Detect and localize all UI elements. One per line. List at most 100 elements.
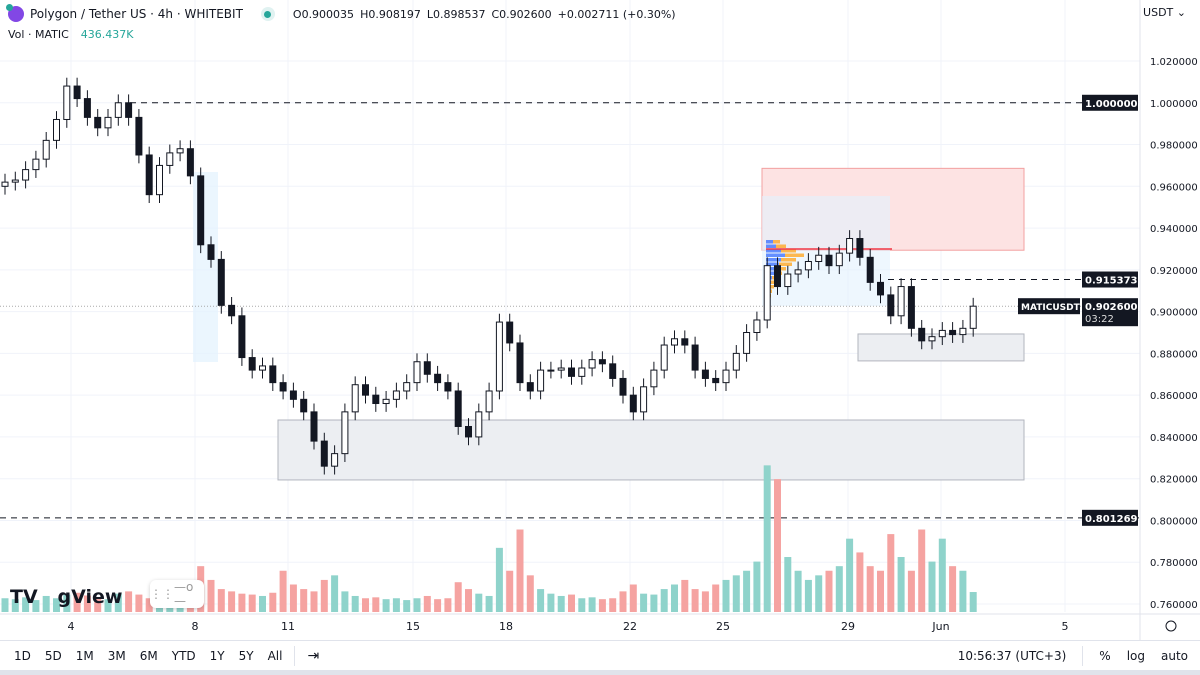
candle-body <box>83 98 91 118</box>
volume-bar <box>650 594 658 612</box>
range-1y[interactable]: 1Y <box>209 648 225 663</box>
candle-body <box>63 85 71 120</box>
price-tick-label: 0.900000 <box>1150 308 1198 319</box>
volume-bar <box>94 598 102 612</box>
drag-handle-icon[interactable]: ⋮⋮ <box>150 587 174 601</box>
range-ytd[interactable]: YTD <box>171 648 196 663</box>
candle-body <box>166 152 174 166</box>
volume-bar <box>331 575 339 612</box>
volume-label: Vol · MATIC <box>8 28 69 41</box>
candle-body <box>372 394 380 405</box>
candle-body <box>362 384 369 396</box>
candle-body <box>794 269 802 275</box>
candle-body <box>444 382 452 392</box>
candle-body <box>568 367 575 377</box>
open-value: O0.900035 <box>292 7 355 21</box>
candle-body <box>289 390 297 400</box>
range-1d[interactable]: 1D <box>14 648 31 663</box>
auto-toggle[interactable]: auto <box>1160 648 1188 663</box>
volume-bar <box>310 591 318 612</box>
volume-profile-bar <box>771 280 776 284</box>
volume-bar <box>526 575 534 612</box>
goto-date-icon[interactable]: ⇥ <box>307 647 320 664</box>
drawing-controls[interactable]: ⋮⋮ —o— <box>150 580 204 608</box>
candle-body <box>959 327 967 336</box>
volume-bar <box>32 600 40 612</box>
last-price-bg <box>1082 298 1138 327</box>
volume-bar <box>712 584 720 612</box>
volume-bar <box>207 579 215 612</box>
volume-bar <box>753 561 761 612</box>
candle-body <box>650 369 658 388</box>
candle-body <box>609 363 617 379</box>
candle-body <box>454 390 462 427</box>
volume-bar <box>969 592 977 612</box>
volume-bar <box>248 594 256 612</box>
candle-body <box>887 294 895 317</box>
level-3-label-bg <box>1082 509 1138 526</box>
candle-body <box>434 373 442 384</box>
volume-bar <box>362 598 369 612</box>
volume-bar <box>547 593 555 612</box>
symbol-title[interactable]: Polygon / Tether US · 4h · WHITEBIT <box>30 7 243 21</box>
volume-bar <box>104 599 112 612</box>
volume-bar <box>568 594 575 612</box>
volume-bar <box>506 570 514 612</box>
candle-body <box>774 265 781 288</box>
candle-body <box>207 244 215 260</box>
clock[interactable]: 10:56:37 (UTC+3) <box>957 648 1067 663</box>
currency-select[interactable]: USDT ⌄ <box>1143 6 1186 19</box>
volume-bar <box>722 579 730 612</box>
candle-body <box>269 365 277 384</box>
volume-bar <box>588 597 596 612</box>
candle-body <box>722 369 730 384</box>
volume-bar <box>269 592 277 612</box>
candle-body <box>94 116 102 129</box>
range-all[interactable]: All <box>267 648 283 663</box>
currency-label: USDT <box>1143 6 1174 19</box>
volume-bar <box>403 600 411 612</box>
price-chart[interactable]: 1.020000 1.000000 0.980000 0.960000 0.940000… <box>0 0 1200 640</box>
range-5d[interactable]: 5D <box>44 648 62 663</box>
range-5y[interactable]: 5Y <box>238 648 254 663</box>
volume-bar <box>135 594 143 612</box>
volume-profile-bar <box>773 240 780 244</box>
time-tick-label: 18 <box>499 620 513 633</box>
candle-body <box>907 286 915 329</box>
candle-body <box>928 336 936 342</box>
percent-toggle[interactable]: % <box>1099 648 1111 663</box>
volume-value: 436.437K <box>80 28 134 41</box>
price-tick-label: 0.980000 <box>1150 141 1198 152</box>
candle-body <box>557 367 565 371</box>
volume-bar <box>629 584 637 612</box>
line-tool-icon[interactable]: —o— <box>174 580 194 608</box>
volume-bar <box>743 570 751 612</box>
candle-body <box>578 367 586 377</box>
candle-body <box>825 254 833 267</box>
candle-body <box>125 102 133 118</box>
symbol-tag: MATICUSDT <box>1021 303 1081 313</box>
price-tick-label: 0.860000 <box>1150 391 1198 402</box>
volume-bar <box>382 599 390 612</box>
volume-bar <box>949 566 957 612</box>
candle-body <box>331 453 339 467</box>
candle-body <box>877 281 884 296</box>
volume-profile-bar <box>776 244 786 248</box>
candle-body <box>485 390 493 413</box>
volume-bar <box>598 599 606 612</box>
volume-bar <box>516 529 524 612</box>
volume-bar <box>660 589 668 612</box>
volume-bar <box>701 591 709 612</box>
range-1m[interactable]: 1M <box>75 648 94 663</box>
volume-bar <box>897 557 905 612</box>
level-1-label: 1.000000 <box>1085 99 1138 110</box>
range-3m[interactable]: 3M <box>107 648 126 663</box>
level-2-label-bg <box>1082 271 1138 288</box>
candle-body <box>320 440 328 467</box>
settings-icon[interactable] <box>1165 620 1177 632</box>
volume-bar <box>804 579 812 612</box>
log-toggle[interactable]: log <box>1126 648 1145 663</box>
range-6m[interactable]: 6M <box>139 648 158 663</box>
candle-body <box>413 361 421 384</box>
volume-bar <box>815 575 823 612</box>
